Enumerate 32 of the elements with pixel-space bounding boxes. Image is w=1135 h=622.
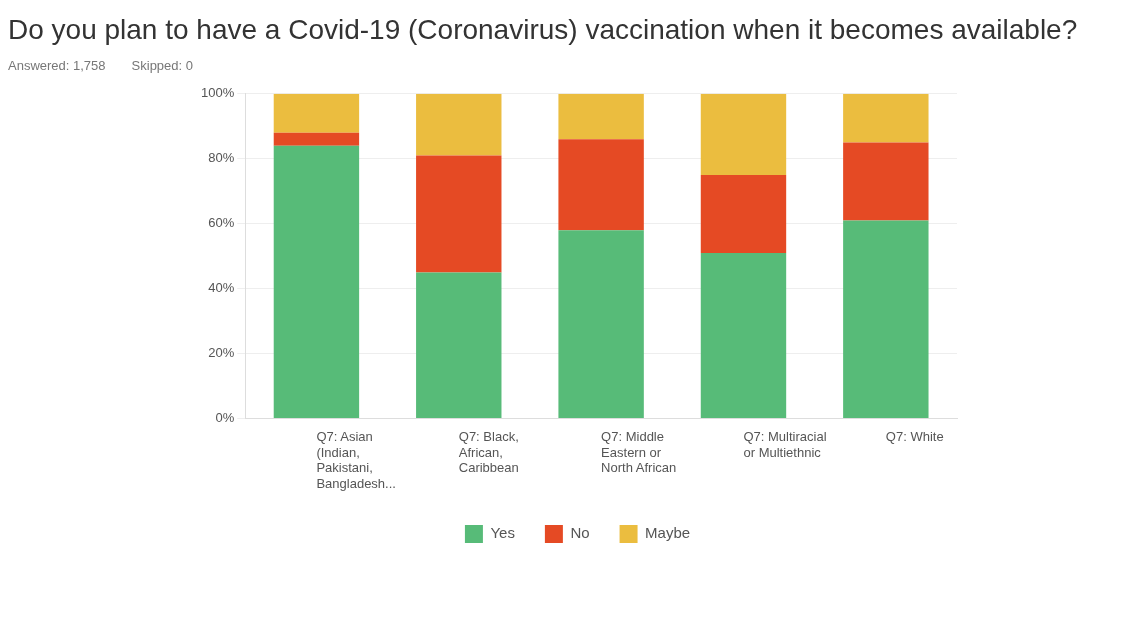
legend-label: Maybe (645, 524, 691, 542)
x-tick-label: Q7: White (885, 428, 944, 444)
chart-title: Do you plan to have a Covid-19 (Coronavirus) vaccination when it becomes available? (8, 13, 1079, 47)
x-tick-label: Q7: Asian (Indian, Pakistani, Bangladesh... (316, 428, 396, 491)
text: Skipped: 0 (131, 58, 194, 73)
bar (558, 139, 644, 231)
text: Answered: 1,758 (8, 58, 106, 73)
bar (558, 93, 644, 140)
bar (843, 142, 929, 221)
y-tick-label: 60% (208, 215, 235, 231)
bar (273, 132, 360, 146)
bar (843, 93, 929, 143)
bar (700, 252, 787, 419)
x-tick-label: Q7: Multiracial or Multiethnic (743, 428, 827, 460)
legend-label: No (570, 524, 590, 542)
bar (416, 93, 502, 156)
y-tick-label: 100% (201, 85, 235, 101)
bar (416, 272, 502, 419)
x-tick-label: Q7: Black, African, Caribbean (458, 428, 519, 476)
bar (273, 145, 360, 419)
bar (700, 93, 787, 175)
y-tick-label: 0% (215, 410, 235, 426)
legend-label: Yes (490, 524, 515, 542)
y-tick-label: 80% (208, 150, 235, 166)
y-tick-label: 20% (208, 345, 235, 361)
bar (558, 230, 644, 419)
x-tick-label: Q7: Middle Eastern or North African (601, 428, 677, 476)
y-tick-label: 40% (208, 280, 235, 296)
bar (843, 220, 929, 419)
bar (700, 175, 787, 253)
bar (416, 155, 502, 273)
bar (273, 93, 360, 133)
